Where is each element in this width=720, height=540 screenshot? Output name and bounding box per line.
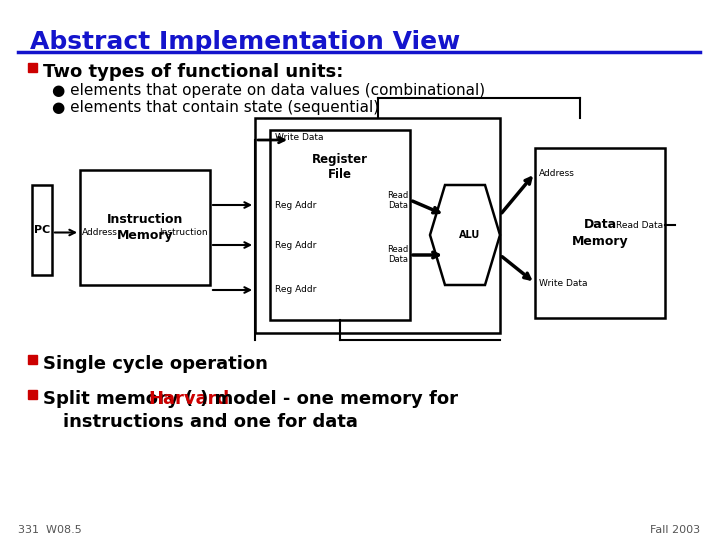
Text: Write Data: Write Data [275, 133, 323, 143]
Text: File: File [328, 167, 352, 180]
Text: ● elements that operate on data values (combinational): ● elements that operate on data values (… [52, 83, 485, 98]
Text: Reg Addr: Reg Addr [275, 200, 316, 210]
Bar [80, 170, 210, 285]
Text: instructions and one for data: instructions and one for data [63, 413, 358, 431]
Text: Data: Data [583, 219, 616, 232]
Text: Memory: Memory [572, 234, 629, 247]
Text: ALU: ALU [459, 230, 481, 240]
Text: Register: Register [312, 153, 368, 166]
Bar [255, 118, 500, 333]
Text: Write Data: Write Data [539, 279, 588, 287]
Bar [28, 63, 37, 72]
Text: ) model - one memory for: ) model - one memory for [200, 390, 459, 408]
Bar [535, 148, 665, 318]
Text: Data: Data [388, 255, 408, 265]
Text: 331  W08.5: 331 W08.5 [18, 525, 82, 535]
Text: Data: Data [388, 200, 408, 210]
Text: Single cycle operation: Single cycle operation [43, 355, 268, 373]
Bar [270, 130, 410, 320]
Text: Harvard: Harvard [148, 390, 229, 408]
Text: ● elements that contain state (sequential): ● elements that contain state (sequentia… [52, 100, 379, 115]
Bar [28, 390, 37, 399]
Text: Read Data: Read Data [616, 220, 663, 230]
Text: Fall 2003: Fall 2003 [650, 525, 700, 535]
Text: Two types of functional units:: Two types of functional units: [43, 63, 343, 81]
Text: Address: Address [82, 228, 118, 237]
Text: Read: Read [387, 191, 408, 199]
Text: Address: Address [539, 168, 575, 178]
Text: Split memory (: Split memory ( [43, 390, 193, 408]
Text: Memory: Memory [117, 229, 174, 242]
Text: Abstract Implementation View: Abstract Implementation View [30, 30, 460, 54]
Text: Read: Read [387, 246, 408, 254]
Text: PC: PC [34, 225, 50, 235]
Bar [32, 185, 52, 275]
Bar [28, 355, 37, 364]
Text: Reg Addr: Reg Addr [275, 286, 316, 294]
Polygon shape [430, 185, 500, 285]
Text: Instruction: Instruction [107, 213, 183, 226]
Text: Instruction: Instruction [159, 228, 208, 237]
Text: Reg Addr: Reg Addr [275, 240, 316, 249]
